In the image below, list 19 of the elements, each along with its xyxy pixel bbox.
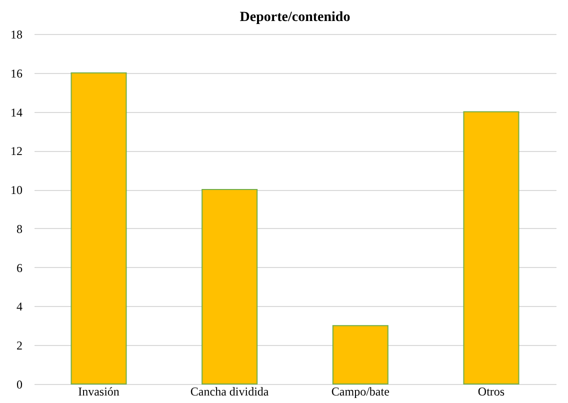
y-tick-label: 2 [16, 338, 22, 353]
y-tick-label: 12 [10, 144, 22, 158]
y-tick-label: 16 [10, 66, 22, 80]
x-tick-label: Campo/bate [331, 384, 390, 398]
bar [463, 111, 520, 384]
y-tick-label: 0 [16, 378, 22, 392]
chart-title: Deporte/contenido [240, 10, 350, 25]
y-tick-label: 10 [10, 183, 22, 198]
y-tick-label: 6 [16, 260, 22, 275]
bar [70, 72, 127, 384]
y-tick-label: 14 [10, 105, 22, 120]
x-tick-label: Cancha dividida [190, 384, 270, 398]
y-tick-label: 18 [10, 28, 22, 42]
y-tick-label: 4 [16, 300, 22, 314]
x-tick-label: Invasión [78, 384, 120, 398]
x-tick-label: Otros [478, 384, 505, 398]
bar [202, 189, 258, 384]
bar [332, 325, 388, 384]
y-tick-label: 8 [16, 222, 22, 236]
